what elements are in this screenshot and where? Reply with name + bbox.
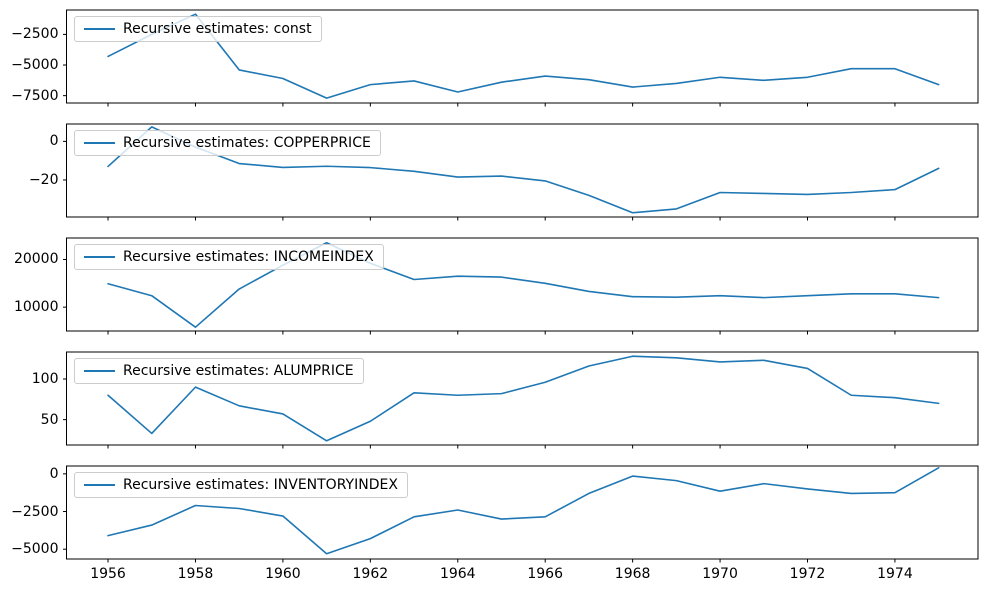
legend-const: Recursive estimates: const: [74, 16, 322, 42]
legend-line-sample: [84, 28, 115, 30]
legend-line-sample: [84, 484, 115, 486]
axes-frame-const: [66, 9, 979, 104]
legend-line-sample: [84, 370, 115, 372]
legend-incomeindex: Recursive estimates: INCOMEINDEX: [74, 244, 384, 270]
legend-line-sample: [84, 256, 115, 258]
legend-line-sample: [84, 142, 115, 144]
legend-label: Recursive estimates: INVENTORYINDEX: [123, 477, 398, 493]
axes-frame-COPPERPRICE: [66, 123, 979, 218]
axes-frame-ALUMPRICE: [66, 351, 979, 446]
legend-alumprice: Recursive estimates: ALUMPRICE: [74, 358, 364, 384]
series-line-const: [107, 13, 940, 99]
legend-label: Recursive estimates: ALUMPRICE: [123, 363, 354, 379]
series-line-ALUMPRICE: [107, 355, 940, 442]
series-line-INVENTORYINDEX: [107, 467, 940, 555]
legend-label: Recursive estimates: const: [123, 21, 312, 37]
legend-inventoryindex: Recursive estimates: INVENTORYINDEX: [74, 472, 408, 498]
axes-frame-INVENTORYINDEX: [66, 465, 979, 560]
series-line-COPPERPRICE: [107, 126, 940, 214]
series-line-INCOMEINDEX: [107, 241, 940, 328]
axes-frame-INCOMEINDEX: [66, 237, 979, 332]
legend-label: Recursive estimates: INCOMEINDEX: [123, 249, 374, 265]
legend-copperprice: Recursive estimates: COPPERPRICE: [74, 130, 381, 156]
legend-label: Recursive estimates: COPPERPRICE: [123, 135, 371, 151]
